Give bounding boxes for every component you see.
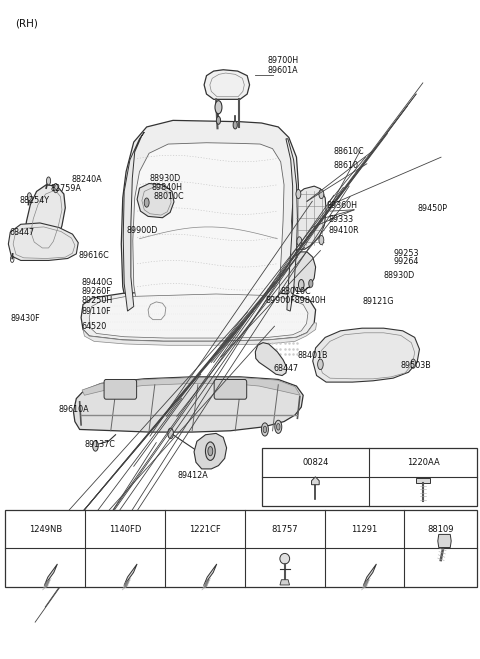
Polygon shape <box>133 143 284 306</box>
Ellipse shape <box>318 359 323 370</box>
Text: 89450P: 89450P <box>417 204 447 213</box>
Polygon shape <box>82 378 300 395</box>
Ellipse shape <box>47 177 51 185</box>
Text: 1140FD: 1140FD <box>109 525 141 534</box>
Polygon shape <box>255 343 287 376</box>
Ellipse shape <box>205 442 215 461</box>
FancyBboxPatch shape <box>104 380 137 399</box>
Text: 82759A: 82759A <box>51 185 82 193</box>
Text: 88010C: 88010C <box>281 287 312 296</box>
Text: 88610: 88610 <box>333 161 359 169</box>
Ellipse shape <box>216 117 220 125</box>
Ellipse shape <box>215 101 222 114</box>
Polygon shape <box>313 328 420 382</box>
Ellipse shape <box>262 423 268 436</box>
Ellipse shape <box>309 279 313 287</box>
Text: 89110F: 89110F <box>81 306 111 316</box>
Bar <box>262 448 477 505</box>
Text: 89503B: 89503B <box>400 361 431 370</box>
Text: 11291: 11291 <box>351 525 378 534</box>
Polygon shape <box>8 223 78 260</box>
Polygon shape <box>89 294 308 338</box>
Ellipse shape <box>233 121 237 129</box>
Ellipse shape <box>263 426 266 433</box>
Polygon shape <box>124 564 137 586</box>
Text: 64520: 64520 <box>81 322 107 331</box>
Text: 88010C: 88010C <box>154 192 184 201</box>
Text: 88109: 88109 <box>427 525 454 534</box>
Polygon shape <box>83 323 317 345</box>
Text: 89121G: 89121G <box>362 297 394 306</box>
Text: 89700H
89601A: 89700H 89601A <box>267 55 299 75</box>
Text: 88401B: 88401B <box>298 351 328 360</box>
Ellipse shape <box>276 424 280 430</box>
Polygon shape <box>123 132 144 311</box>
Polygon shape <box>137 183 174 217</box>
Polygon shape <box>438 534 451 548</box>
Polygon shape <box>416 478 430 484</box>
Polygon shape <box>292 186 326 249</box>
Text: 89610A: 89610A <box>58 405 89 415</box>
Text: 89250H: 89250H <box>81 296 112 305</box>
Ellipse shape <box>297 237 302 246</box>
Text: 68447: 68447 <box>9 227 35 237</box>
Ellipse shape <box>296 189 301 198</box>
Polygon shape <box>363 564 376 586</box>
Text: 89137C: 89137C <box>84 440 115 449</box>
Text: 89900D: 89900D <box>126 225 157 235</box>
Polygon shape <box>73 377 303 432</box>
Ellipse shape <box>93 441 98 451</box>
Text: 99264: 99264 <box>393 256 419 266</box>
Ellipse shape <box>53 183 58 192</box>
Text: 89430F: 89430F <box>10 314 40 324</box>
Polygon shape <box>121 121 299 311</box>
Bar <box>5 509 477 587</box>
Text: 89440G: 89440G <box>81 277 112 287</box>
Polygon shape <box>204 70 250 100</box>
Text: 88254Y: 88254Y <box>20 196 50 205</box>
Polygon shape <box>24 185 65 252</box>
Text: 89412A: 89412A <box>178 471 208 480</box>
Polygon shape <box>286 139 298 311</box>
Polygon shape <box>204 564 217 586</box>
Text: 88240A: 88240A <box>72 175 102 184</box>
Text: 89360H: 89360H <box>326 202 357 210</box>
Ellipse shape <box>208 447 213 456</box>
Text: 89840H: 89840H <box>152 183 182 192</box>
Text: 68447: 68447 <box>274 364 299 374</box>
Ellipse shape <box>319 189 324 198</box>
Ellipse shape <box>168 428 173 439</box>
Text: 00824: 00824 <box>302 458 329 467</box>
FancyBboxPatch shape <box>214 380 247 399</box>
Text: (RH): (RH) <box>15 18 38 28</box>
Text: 88930D: 88930D <box>149 174 180 183</box>
Ellipse shape <box>280 554 289 564</box>
Text: 89616C: 89616C <box>78 250 109 260</box>
Text: 88930D: 88930D <box>384 271 415 280</box>
Text: 81757: 81757 <box>271 525 298 534</box>
Polygon shape <box>280 580 289 585</box>
Ellipse shape <box>319 235 324 244</box>
Ellipse shape <box>299 279 304 290</box>
Ellipse shape <box>411 359 416 368</box>
Text: 99253: 99253 <box>393 248 419 258</box>
Text: 1249NB: 1249NB <box>29 525 62 534</box>
Text: 89260F: 89260F <box>81 287 111 296</box>
Ellipse shape <box>27 192 32 200</box>
Polygon shape <box>290 252 316 291</box>
Text: 88610C: 88610C <box>333 148 364 156</box>
Polygon shape <box>194 434 227 469</box>
Text: 89410R: 89410R <box>328 226 359 235</box>
Text: 89333: 89333 <box>328 215 354 223</box>
Text: 1220AA: 1220AA <box>407 458 440 467</box>
Text: 1221CF: 1221CF <box>189 525 221 534</box>
Polygon shape <box>81 290 316 341</box>
Ellipse shape <box>144 198 149 207</box>
Polygon shape <box>44 564 58 586</box>
Ellipse shape <box>275 420 282 434</box>
Polygon shape <box>312 477 319 485</box>
Text: 89900F89840H: 89900F89840H <box>265 296 326 305</box>
